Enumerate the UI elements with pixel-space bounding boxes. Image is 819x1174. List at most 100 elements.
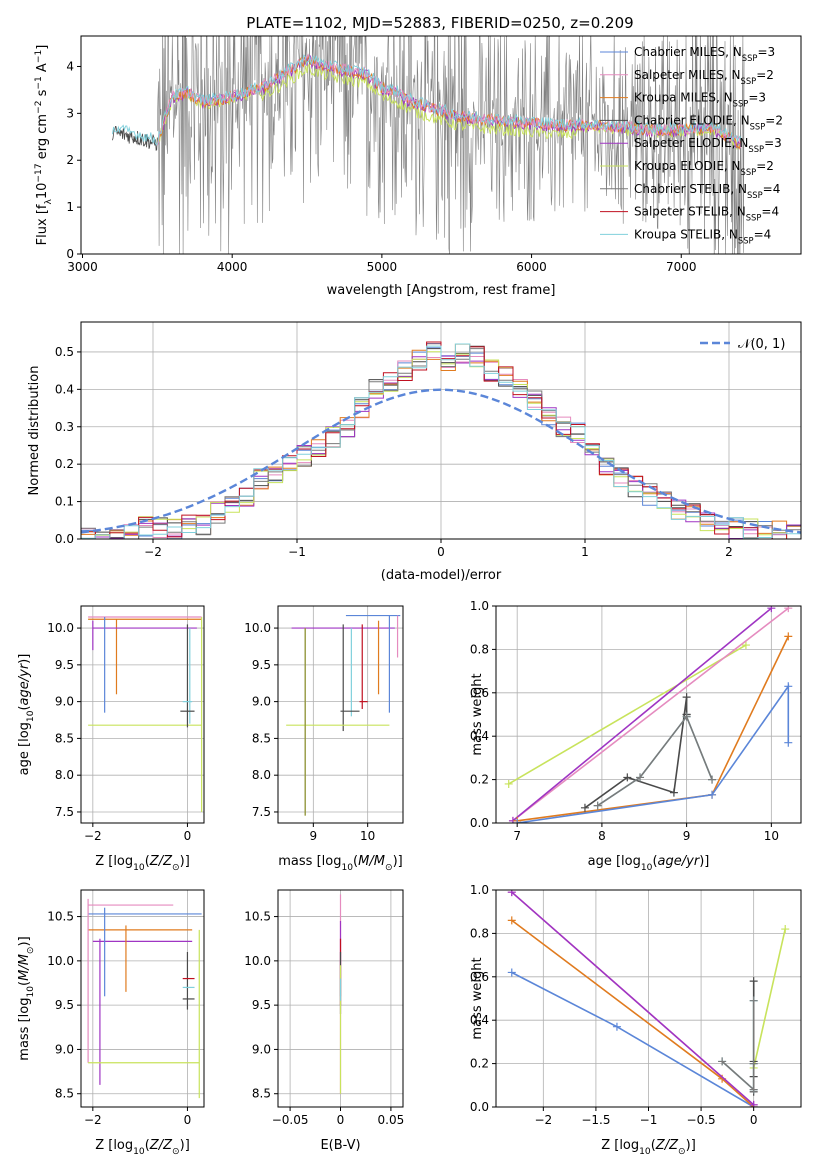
- mass-vs-EBV-ytick-label: 9.5: [252, 998, 271, 1012]
- age-vs-mass-ytick-label: 9.5: [252, 658, 271, 672]
- age-vs-mass-xtick-label: 10: [360, 829, 375, 843]
- mass-vs-EBV-ytick-label: 10.5: [244, 910, 271, 924]
- weight-vs-age-series-chabrier_stelib: [597, 715, 713, 807]
- weight-vs-age-point: [623, 773, 632, 782]
- spectrum-ylabel: Flux [fλ10−17 erg cm−2 s−1 A−1]: [34, 45, 54, 246]
- age-vs-Z-ytick-label: 10.0: [47, 621, 74, 635]
- age-Z-ylabel: age [log10(age/yr)]: [17, 654, 36, 776]
- spectrum-frame: [80, 35, 802, 255]
- mass-vs-EBV-xtick-label: −0.05: [272, 1113, 309, 1127]
- weight-vs-Z-series-kroupa_miles: [511, 919, 755, 1107]
- mass-Z-ylabel: mass [log10(M/M⊙)]: [17, 936, 36, 1060]
- weight-vs-Z-series-salpeter_elodie: [511, 891, 755, 1106]
- weight-vs-age-point: [504, 779, 513, 788]
- spectrum-xlabel: wavelength [Angstrom, rest frame]: [327, 283, 556, 298]
- mass-vs-Z-xtick-label: −2: [84, 1113, 102, 1127]
- age-vs-mass-ytick-label: 9.0: [252, 695, 271, 709]
- age-vs-Z-ytick-label: 9.5: [55, 658, 74, 672]
- weight-vs-Z-point: [749, 1059, 758, 1068]
- weight-vs-age-panel: 7 8 9 10 0.0 0.2 0.4 0.6 0.8 1.0 age [log10(age/yr…: [470, 599, 802, 873]
- residuals-panel: −2 −1 0 1 2 0.0 0.1 0.2 0.3 0.4 0.5 𝒩(0, 1) (data-mo…: [27, 321, 802, 583]
- weight-vs-age-ytick-label: 0.4: [470, 729, 489, 743]
- weight-vs-age-point: [741, 641, 750, 650]
- spectrum-panel: 3000 4000 5000 6000 7000 0 1 2 3 4 Chabrier MILES,…: [34, 35, 802, 298]
- weight-vs-age-point: [682, 693, 691, 702]
- figure-title: PLATE=1102, MJD=52883, FIBERID=0250, z=0…: [246, 14, 633, 32]
- spectrum-legend-label: Chabrier MILES, NSSP=3: [634, 45, 775, 63]
- age-vs-mass-xtick-label: 9: [310, 829, 318, 843]
- age-vs-Z-frame: [80, 605, 205, 824]
- residuals-xtick-label: 0: [437, 545, 445, 559]
- age-vs-Z-ytick-label: 7.5: [55, 805, 74, 819]
- age-vs-Z-xtick-label: −2: [84, 829, 102, 843]
- weight-vs-Z-point: [749, 1085, 758, 1094]
- weight-vs-Z-point: [507, 890, 516, 897]
- weight-vs-Z-point: [718, 1057, 727, 1066]
- age-vs-mass-ytick-label: 8.5: [252, 731, 271, 745]
- weight-age-xlabel: age [log10(age/yr)]: [588, 854, 710, 873]
- weight-vs-Z-ytick-label: 0.8: [470, 926, 489, 940]
- mass-vs-EBV-ytick-label: 9.0: [252, 1042, 271, 1056]
- weight-vs-age-ytick-label: 0.6: [470, 686, 489, 700]
- residuals-plot-area: [81, 341, 801, 539]
- weight-Z-xlabel: Z [log10(Z/Z⊙)]: [601, 1138, 696, 1157]
- mass-vs-Z-ytick-label: 10.5: [47, 910, 74, 924]
- weight-vs-age-xtick-label: 9: [683, 829, 691, 843]
- spectrum-legend-label: Kroupa MILES, NSSP=3: [634, 91, 766, 109]
- weight-vs-age-point: [593, 801, 602, 810]
- mass-vs-EBV-xtick-label: 0: [337, 1113, 345, 1127]
- spectrum-xtick-label: 3000: [67, 260, 98, 274]
- weight-vs-age-point: [513, 819, 522, 823]
- residuals-xtick-label: 1: [581, 545, 589, 559]
- spectrum-legend-label: Chabrier STELIB, NSSP=4: [634, 182, 780, 200]
- age-vs-Z-xtick-label: 0: [184, 829, 192, 843]
- residuals-frame: [80, 321, 802, 540]
- residuals-xtick-label: 2: [725, 545, 733, 559]
- mass-vs-Z-ytick-label: 9.5: [55, 998, 74, 1012]
- residuals-ytick-label: 0.0: [55, 532, 74, 546]
- residuals-ylabel: Normed distribution: [27, 366, 42, 496]
- spectrum-xtick-label: 7000: [666, 260, 697, 274]
- weight-vs-age-ytick-label: 0.2: [470, 773, 489, 787]
- mass-vs-Z-xtick-label: 0: [184, 1113, 192, 1127]
- spectrum-ytick-label: 3: [66, 106, 74, 120]
- residuals-ytick-label: 0.2: [55, 457, 74, 471]
- age-vs-mass-ytick-label: 7.5: [252, 805, 271, 819]
- mass-vs-Z-frame: [80, 889, 205, 1108]
- weight-vs-Z-frame: [495, 889, 802, 1108]
- age-vs-Z-ytick-label: 8.0: [55, 768, 74, 782]
- weight-vs-age-point: [784, 738, 793, 747]
- spectrum-ytick-label: 2: [66, 153, 74, 167]
- weight-vs-age-plot-area: [504, 606, 793, 823]
- spectrum-xtick-label: 6000: [516, 260, 547, 274]
- spectrum-xtick-label: 5000: [367, 260, 398, 274]
- spectrum-legend-label: Salpeter ELODIE, NSSP=3: [634, 136, 782, 154]
- weight-vs-Z-series-chabrier_stelib: [721, 1000, 755, 1092]
- weight-vs-age-point: [767, 606, 776, 613]
- mass-vs-EBV-frame: [277, 889, 404, 1108]
- weight-vs-Z-series-chabrier_miles: [511, 971, 755, 1107]
- age-vs-mass-panel: 9 10 7.5 8.0 8.5 9.0 9.5 10.0 mass [log10(M/M⊙)]: [244, 605, 404, 873]
- weight-vs-Z-xtick-label: −0.5: [687, 1113, 716, 1127]
- weight-vs-Z-plot-area: [507, 890, 790, 1107]
- weight-vs-Z-xtick-label: −1: [640, 1113, 658, 1127]
- mass-vs-EBV-xtick-label: 0.05: [378, 1113, 405, 1127]
- spectrum-ytick-label: 4: [66, 59, 74, 73]
- age-Z-xlabel: Z [log10(Z/Z⊙)]: [95, 854, 190, 873]
- weight-vs-age-point: [784, 682, 793, 691]
- age-vs-Z-plot-area: [88, 616, 203, 812]
- weight-vs-age-point: [784, 606, 793, 613]
- weight-vs-Z-xtick-label: −1.5: [581, 1113, 610, 1127]
- weight-vs-Z-series-kroupa_elodie: [752, 928, 786, 1069]
- weight-vs-age-frame: [495, 605, 802, 824]
- weight-vs-age-point: [636, 773, 645, 782]
- mass-Z-xlabel: Z [log10(Z/Z⊙)]: [95, 1138, 190, 1157]
- weight-vs-age-ytick-label: 0.0: [470, 816, 489, 830]
- age-vs-Z-ytick-label: 9.0: [55, 695, 74, 709]
- weight-vs-Z-point: [612, 1022, 621, 1031]
- weight-vs-age-xtick-label: 7: [513, 829, 521, 843]
- mass-vs-Z-plot-area: [87, 898, 202, 1099]
- weight-vs-age-series-chabrier_miles: [517, 683, 790, 823]
- age-vs-mass-plot-area: [286, 614, 401, 816]
